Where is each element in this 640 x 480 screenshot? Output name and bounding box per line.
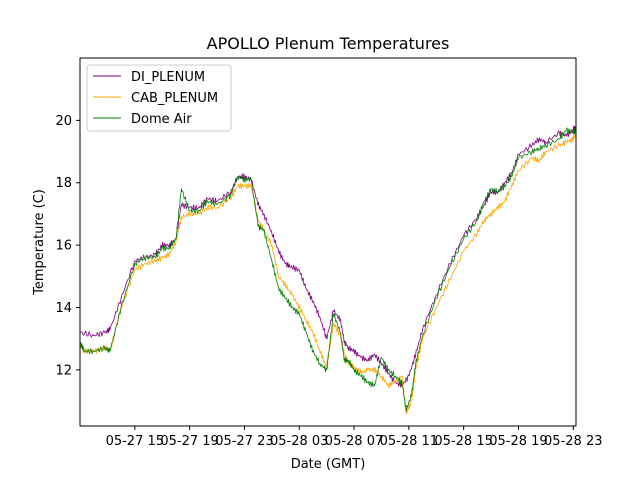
legend-label-cab-plenum: CAB_PLENUM (131, 91, 218, 106)
legend-box (86, 64, 232, 132)
y-tick-label: 14 (55, 301, 72, 316)
x-tick-label: 05-28 07 (325, 434, 383, 449)
series-line-cab-plenum (79, 131, 577, 414)
y-tick-label: 20 (55, 114, 72, 129)
y-tick-label: 12 (55, 363, 72, 378)
x-tick-label: 05-28 11 (380, 434, 438, 449)
series-line-dome-air (79, 127, 577, 412)
y-axis-label: Temperature (C) (32, 189, 47, 296)
series-line-di-plenum (79, 125, 577, 388)
x-tick-label: 05-28 03 (270, 434, 328, 449)
x-tick-label: 05-28 15 (434, 434, 492, 449)
legend-label-dome-air: Dome Air (131, 112, 192, 127)
x-tick-label: 05-27 19 (160, 434, 218, 449)
x-tick-label: 05-28 19 (489, 434, 547, 449)
chart-title: APOLLO Plenum Temperatures (207, 34, 450, 53)
x-tick-label: 05-28 23 (544, 434, 602, 449)
legend-label-di-plenum: DI_PLENUM (131, 70, 205, 85)
legend: DI_PLENUM CAB_PLENUM Dome Air (86, 64, 232, 132)
y-tick-label: 18 (55, 176, 72, 191)
plot-frame (79, 57, 577, 427)
x-axis-label: Date (GMT) (291, 457, 366, 472)
x-tick-label: 05-27 23 (215, 434, 273, 449)
series-layer (79, 125, 577, 414)
x-tick-label: 05-27 15 (106, 434, 164, 449)
y-tick-label: 16 (55, 239, 72, 254)
